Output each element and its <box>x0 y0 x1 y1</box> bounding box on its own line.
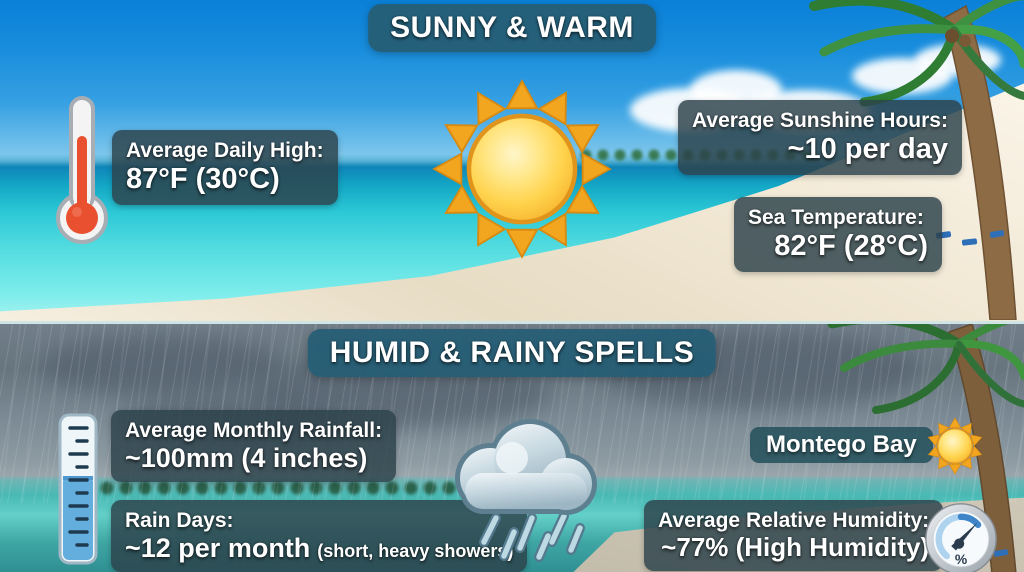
sunshine-box: Average Sunshine Hours: ~10 per day <box>678 100 962 175</box>
daily-high-label: Average Daily High: <box>126 139 324 162</box>
humidity-gauge-icon: % <box>925 503 997 572</box>
humidity-label: Average Relative Humidity: <box>658 509 930 532</box>
sea-temperature-label: Sea Temperature: <box>748 206 924 229</box>
rain-days-box: Rain Days: ~12 per month (short, heavy s… <box>111 500 528 572</box>
sea-temperature-value: 82°F (28°C) <box>774 230 928 263</box>
storm-cloud-decoration <box>40 336 280 396</box>
rainfall-value: ~100mm (4 inches) <box>125 443 368 474</box>
thermometer-icon <box>56 96 108 244</box>
location-label: Montego Bay <box>766 431 917 458</box>
distant-treeline <box>60 480 490 497</box>
sun-icon <box>432 79 612 259</box>
rain-cloud-icon <box>455 419 597 562</box>
humidity-gauge-unit: % <box>955 551 967 567</box>
humidity-value: ~77% (High Humidity) <box>661 532 930 563</box>
small-sun-icon <box>927 417 983 475</box>
daily-high-box: Average Daily High: 87°F (30°C) <box>112 130 338 205</box>
rain-days-label: Rain Days: <box>125 509 234 532</box>
palm-tree-icon <box>827 324 1024 572</box>
rain-days-note: (short, heavy showers) <box>317 541 514 562</box>
rainy-title-bar: HUMID & RAINY SPELLS <box>307 329 717 377</box>
location-box: Montego Bay <box>750 427 933 463</box>
rainfall-box: Average Monthly Rainfall: ~100mm (4 inch… <box>111 410 397 483</box>
sunny-title-bar: SUNNY & WARM <box>368 4 656 52</box>
rainfall-label: Average Monthly Rainfall: <box>125 419 383 442</box>
sunny-panel: SUNNY & WARM Average Daily High: 87°F (3… <box>0 0 1024 321</box>
sea-temperature-box: Sea Temperature: 82°F (28°C) <box>734 197 942 272</box>
sunshine-label: Average Sunshine Hours: <box>692 109 948 132</box>
rainy-title: HUMID & RAINY SPELLS <box>329 336 695 369</box>
rain-gauge-icon <box>58 413 98 565</box>
rain-days-value: ~12 per month <box>125 533 311 564</box>
sunny-title: SUNNY & WARM <box>390 11 634 44</box>
palm-tree-icon <box>809 0 1024 320</box>
daily-high-value: 87°F (30°C) <box>126 163 280 196</box>
humidity-box: Average Relative Humidity: ~77% (High Hu… <box>644 500 944 572</box>
rainy-panel: HUMID & RAINY SPELLS Average Monthly Rai… <box>0 321 1024 572</box>
sunshine-value: ~10 per day <box>787 133 948 166</box>
